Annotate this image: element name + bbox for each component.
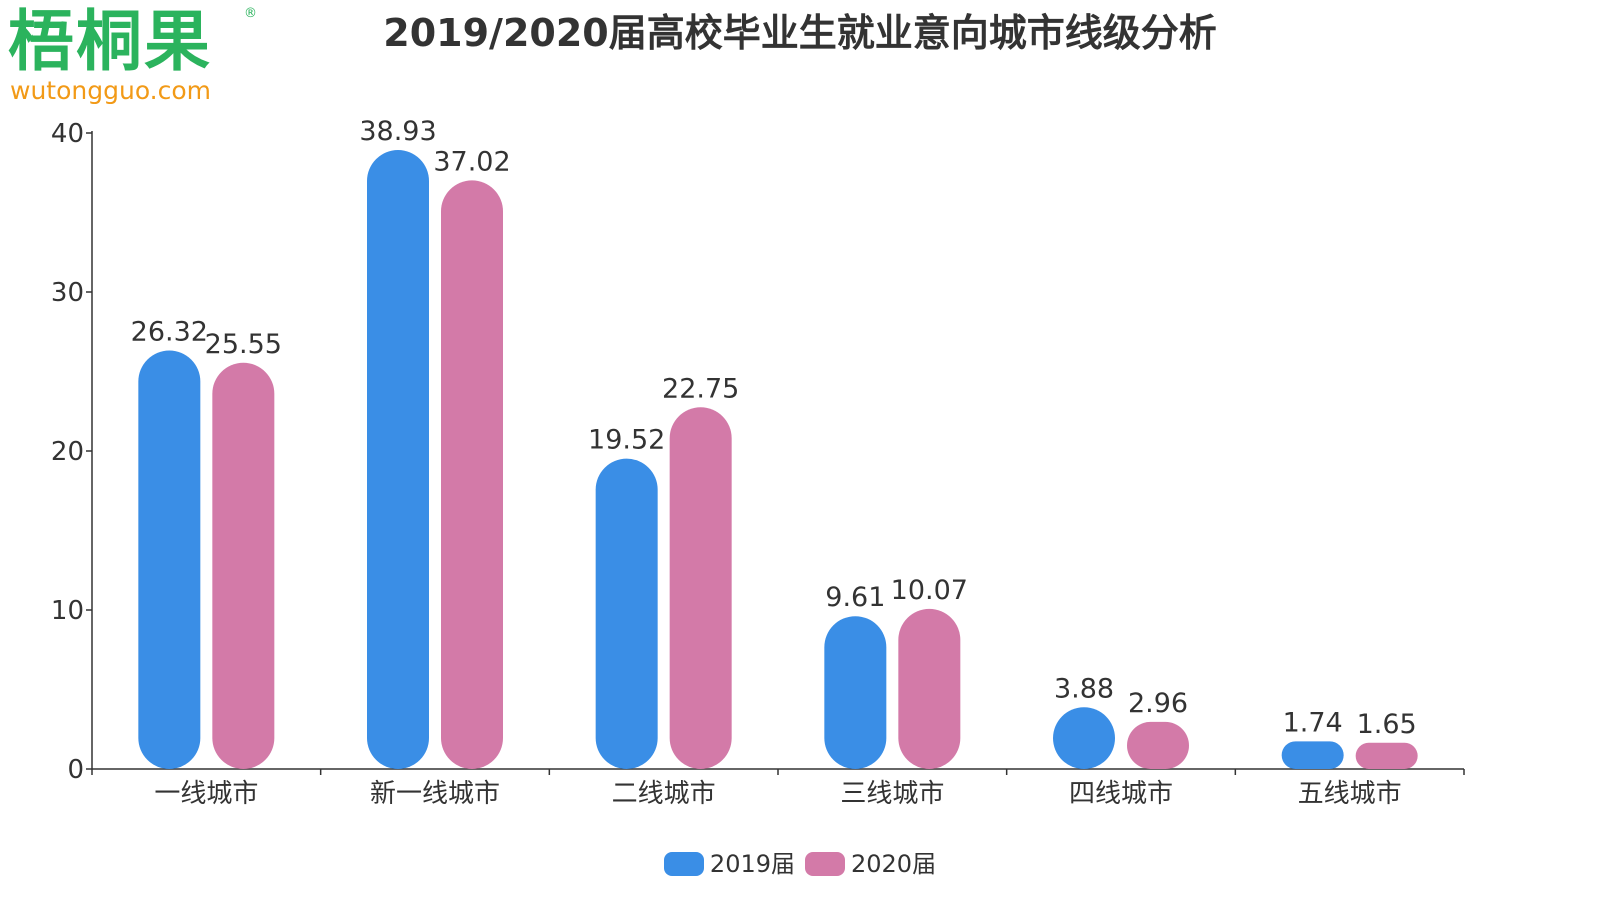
legend-item[interactable]: 2019届 — [663, 850, 795, 878]
data-label: 1.65 — [1357, 709, 1417, 740]
legend-swatch — [663, 852, 704, 876]
bar — [824, 616, 887, 769]
bar — [138, 350, 201, 769]
chart-bars — [138, 150, 1418, 769]
x-tick-label: 二线城市 — [612, 779, 716, 809]
x-tick-label: 五线城市 — [1298, 779, 1402, 809]
legend-swatch — [805, 852, 845, 876]
bar — [1281, 741, 1344, 769]
bar — [1355, 742, 1418, 769]
bar — [1053, 707, 1115, 769]
legend-label: 2019届 — [709, 850, 795, 878]
data-label: 37.02 — [433, 146, 510, 177]
registered-mark: ® — [244, 6, 257, 21]
y-tick-label: 40 — [51, 119, 84, 149]
x-tick-label: 新一线城市 — [370, 779, 500, 809]
bar — [441, 180, 503, 769]
data-label: 25.55 — [205, 329, 282, 360]
x-tick-label: 一线城市 — [154, 779, 258, 809]
bar — [367, 150, 429, 769]
logo-name: 梧桐果 — [8, 3, 212, 80]
data-label: 2.96 — [1128, 688, 1188, 719]
y-tick-label: 20 — [51, 437, 84, 467]
y-tick-label: 30 — [51, 278, 84, 308]
legend-label: 2020届 — [851, 850, 937, 878]
data-label: 1.74 — [1283, 707, 1343, 738]
data-label: 19.52 — [588, 425, 665, 456]
bar — [669, 407, 732, 769]
data-label: 3.88 — [1054, 673, 1114, 704]
bar — [595, 458, 658, 769]
bar — [898, 608, 961, 769]
data-label: 26.32 — [131, 317, 208, 348]
data-label: 10.07 — [891, 575, 968, 606]
chart-data-labels: 26.32 38.93 19.52 9.61 3.88 1.74 25.55 37.02 22.… — [131, 116, 1417, 740]
y-tick-label: 10 — [51, 596, 84, 626]
data-label: 9.61 — [825, 582, 885, 613]
data-label: 38.93 — [359, 116, 436, 147]
chart-legend: 2019届 2020届 — [0, 850, 1600, 878]
data-label: 22.75 — [662, 373, 739, 404]
bar — [1127, 721, 1189, 769]
x-tick-label: 四线城市 — [1069, 779, 1173, 809]
chart-axes: 0 10 20 30 40 一线城市 新一线城市 二线城市 三线城市 四线城市 五线城市 — [51, 119, 1465, 809]
chart-title: 2019/2020届高校毕业生就业意向城市线级分析 — [383, 11, 1217, 55]
y-tick-label: 0 — [67, 755, 84, 785]
brand-logo: 梧桐果 ® wutongguo.com — [8, 2, 258, 112]
bar — [212, 362, 275, 769]
x-tick-label: 三线城市 — [840, 779, 944, 809]
legend-item[interactable]: 2020届 — [805, 850, 936, 878]
logo-url: wutongguo.com — [10, 76, 212, 105]
